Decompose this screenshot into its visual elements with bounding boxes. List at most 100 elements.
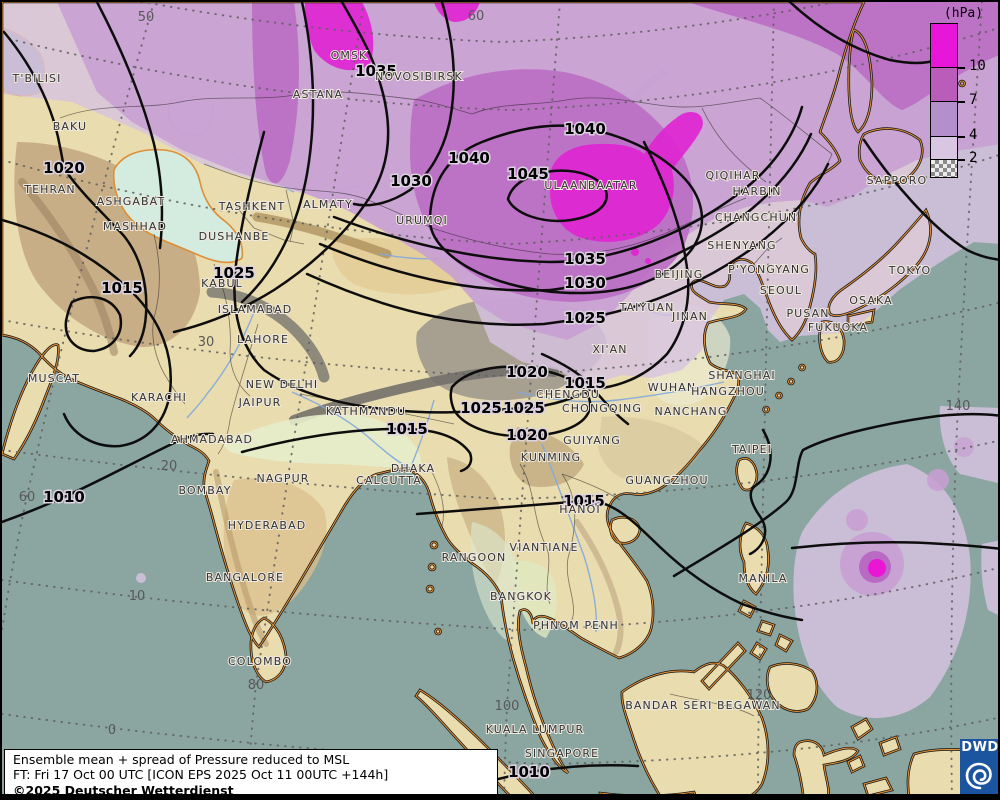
city-label: PUSAN	[786, 307, 829, 320]
city-label: MANILA	[739, 572, 788, 585]
isobar-label: 1025	[460, 399, 502, 417]
legend-color-bar	[930, 23, 958, 178]
city-label: BEIJING	[655, 268, 704, 281]
city-label: DHAKA	[391, 462, 435, 475]
city-label: URUMQI	[396, 214, 448, 227]
info-title: Ensemble mean + spread of Pressure reduc…	[13, 752, 350, 767]
city-label: CHENGDU	[536, 388, 600, 401]
city-label: MUSCAT	[28, 372, 80, 385]
city-label: NAGPUR	[256, 472, 309, 485]
city-label: SINGAPORE	[525, 747, 599, 760]
legend-segment	[931, 24, 957, 68]
city-label: XI'AN	[592, 343, 627, 356]
isobar-label: 1030	[564, 274, 606, 292]
graticule-label: 100	[495, 699, 520, 714]
city-label: KABUL	[201, 277, 243, 290]
isobar-label: 1025	[503, 399, 545, 417]
city-label: HYDERABAD	[228, 519, 307, 532]
isobar-label: 1030	[390, 172, 432, 190]
city-label: WUHAN	[648, 381, 696, 394]
city-label: TOKYO	[888, 264, 931, 277]
city-label: GUANGZHOU	[625, 474, 708, 487]
isobar-label: 1015	[101, 279, 143, 297]
country-borders	[59, 91, 833, 717]
city-label: RANGOON	[442, 551, 507, 564]
city-label: DUSHANBE	[199, 230, 270, 243]
city-label: BOMBAY	[178, 484, 231, 497]
city-labels: T'BILISI BAKU TEHRAN ASHGABAT MASHHAD TASHKEN…	[11, 48, 932, 761]
city-label: QIQIHAR	[706, 169, 761, 182]
graticule-label: 0	[108, 723, 116, 738]
graticule-label: 80	[248, 678, 265, 693]
city-label: OMSK	[331, 49, 368, 62]
city-label: SEOUL	[760, 284, 802, 297]
graticule-label: 60	[19, 490, 36, 505]
isobar-label: 1025	[213, 264, 255, 282]
city-label: NANCHANG	[654, 405, 727, 418]
legend: (hPa) 10 7 4 2	[925, 4, 998, 184]
isobar-label: 1025	[564, 309, 606, 327]
isobar-label: 1020	[506, 363, 548, 381]
legend-ticks: 10 7 4 2	[925, 4, 998, 184]
city-label: GUIYANG	[563, 434, 621, 447]
city-label: SAPPORO	[867, 174, 928, 187]
city-label: ISLAMABAD	[218, 303, 293, 316]
dwd-logo-text: DWD	[961, 740, 999, 755]
city-label: BANGKOK	[490, 590, 552, 603]
city-label: BAKU	[53, 120, 87, 133]
graticule-label: 60	[468, 9, 485, 24]
city-label: NEW DELHI	[246, 378, 319, 391]
city-label: VIANTIANE	[509, 541, 578, 554]
legend-segment	[931, 160, 957, 177]
city-label: TAIYUAN	[619, 301, 675, 314]
city-label: ALMATY	[303, 198, 353, 211]
city-label: NOVOSIBIRSK	[375, 70, 463, 83]
city-label: JINAN	[671, 310, 708, 323]
isobar-labels: 1020101510251035103010401045104010351030…	[42, 61, 608, 783]
city-label: FUKUOKA	[808, 321, 868, 334]
city-label: KUNMING	[521, 451, 581, 464]
isobar-label: 1010	[43, 488, 85, 506]
city-label: TAIPEI	[731, 443, 772, 456]
legend-tick-label: 4	[969, 127, 978, 143]
info-copyright: ©2025 Deutscher Wetterdienst	[13, 782, 234, 798]
city-label: TASHKENT	[218, 200, 286, 213]
isobar-label: 1040	[564, 120, 606, 138]
isobar-label: 1045	[507, 165, 549, 183]
city-label: ASTANA	[293, 88, 343, 101]
isobar-label: 1015	[564, 374, 606, 392]
city-label: KATHMANDU	[326, 405, 406, 418]
isobar-label: 1035	[564, 250, 606, 268]
legend-segment	[931, 68, 957, 102]
city-label: OSAKA	[849, 294, 892, 307]
city-label: ASHGABAT	[97, 195, 166, 208]
city-label: SHANGHAI	[708, 369, 775, 382]
city-label: KUALA LUMPUR	[486, 723, 585, 736]
isobar-label: 1040	[448, 149, 490, 167]
legend-title: (hPa)	[943, 6, 984, 21]
city-label: CHONGQING	[562, 402, 642, 415]
city-label: HANOI	[559, 503, 600, 516]
graticule-label: 10	[129, 589, 146, 604]
isobar-label: 1035	[355, 62, 397, 80]
isobar-label: 1020	[43, 159, 85, 177]
city-label: CALCUTTA	[356, 474, 422, 487]
city-label: JAIPUR	[238, 396, 282, 409]
city-label: KARACHI	[131, 391, 187, 404]
legend-segment	[931, 137, 957, 160]
city-label: CHANGCHUN	[715, 211, 797, 224]
city-label: HARBIN	[732, 185, 781, 198]
legend-tick-label: 7	[969, 92, 978, 108]
isobar-label: 1010	[508, 763, 550, 781]
dwd-logo: DWD	[960, 739, 999, 796]
isobar-label: 1015	[386, 420, 428, 438]
city-label: TEHRAN	[23, 183, 76, 196]
graticule-label: 20	[161, 459, 178, 474]
city-label: MASHHAD	[103, 220, 167, 233]
info-forecast-time: FT: Fri 17 Oct 00 UTC [ICON EPS 2025 Oct…	[13, 767, 389, 783]
isobar-label: 1020	[506, 426, 548, 444]
city-label: BANGALORE	[206, 571, 284, 584]
city-label: SHENYANG	[707, 239, 776, 252]
